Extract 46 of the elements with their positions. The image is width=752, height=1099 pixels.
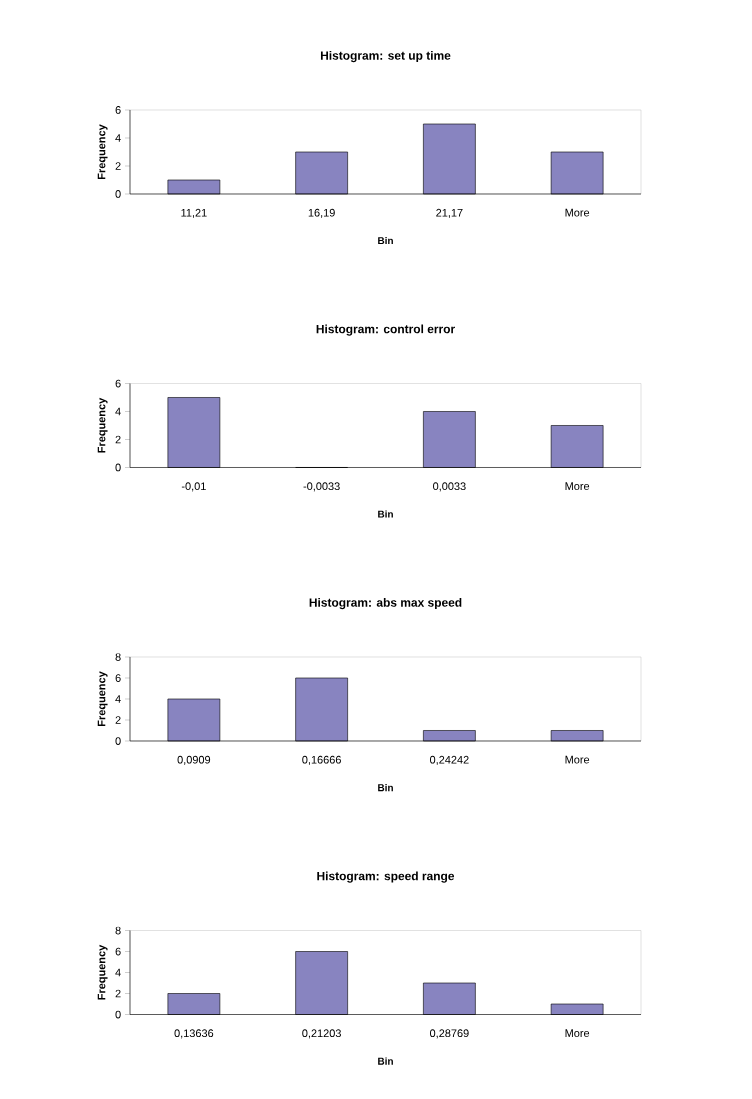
x-tick-label: More — [565, 1029, 590, 1037]
x-axis-title: Bin — [378, 783, 393, 792]
chart-title: Histogram: set up time — [320, 50, 451, 63]
y-tick-label: 6 — [115, 947, 121, 956]
x-axis-title: Bin — [378, 236, 393, 245]
y-tick-label: 0 — [115, 463, 121, 472]
x-tick-label: More — [565, 208, 590, 217]
y-tick-label: 6 — [115, 674, 121, 682]
y-tick-label: 8 — [115, 653, 121, 661]
chart-title: Histogram: control error — [316, 324, 455, 336]
x-tick-label: 0,0909 — [177, 755, 211, 765]
y-axis-title: Frequency — [97, 124, 108, 179]
y-tick-label: 2 — [115, 716, 121, 724]
x-tick-label: -0,0033 — [303, 482, 340, 492]
x-tick-label: 0,13636 — [174, 1029, 214, 1039]
x-axis-title: Bin — [378, 1057, 393, 1065]
x-tick-label: 0,21203 — [302, 1029, 341, 1039]
y-tick-label: 0 — [115, 737, 121, 745]
y-tick-label: 4 — [115, 695, 121, 703]
x-tick-label: 11,21 — [181, 208, 207, 218]
y-axis-title: Frequency — [97, 397, 108, 453]
x-tick-label: 21,17 — [436, 208, 463, 218]
y-tick-label: 4 — [115, 134, 121, 142]
y-axis-title: Frequency — [97, 944, 108, 1000]
chart-title: Histogram: speed range — [317, 871, 455, 883]
y-tick-label: 0 — [115, 190, 121, 198]
x-tick-label: 0,28769 — [429, 1029, 469, 1039]
x-tick-label: 16,19 — [308, 208, 335, 218]
x-tick-label: More — [565, 482, 590, 490]
y-tick-label: 4 — [115, 407, 121, 416]
y-tick-label: 2 — [115, 162, 121, 170]
y-axis-title: Frequency — [97, 671, 108, 726]
x-tick-label: 0,16666 — [302, 755, 341, 765]
y-tick-label: 8 — [115, 926, 121, 935]
y-tick-label: 2 — [115, 989, 121, 998]
y-tick-label: 6 — [115, 106, 121, 114]
x-tick-label: -0,01 — [181, 482, 206, 492]
x-tick-label: 0,24242 — [429, 755, 469, 765]
chart-title: Histogram: abs max speed — [309, 597, 462, 610]
x-tick-label: 0,0033 — [433, 482, 466, 492]
y-tick-label: 0 — [115, 1010, 121, 1019]
y-tick-label: 2 — [115, 435, 121, 444]
x-tick-label: More — [565, 755, 590, 764]
x-axis-title: Bin — [378, 510, 393, 518]
y-tick-label: 4 — [115, 968, 121, 977]
y-tick-label: 6 — [115, 379, 121, 388]
